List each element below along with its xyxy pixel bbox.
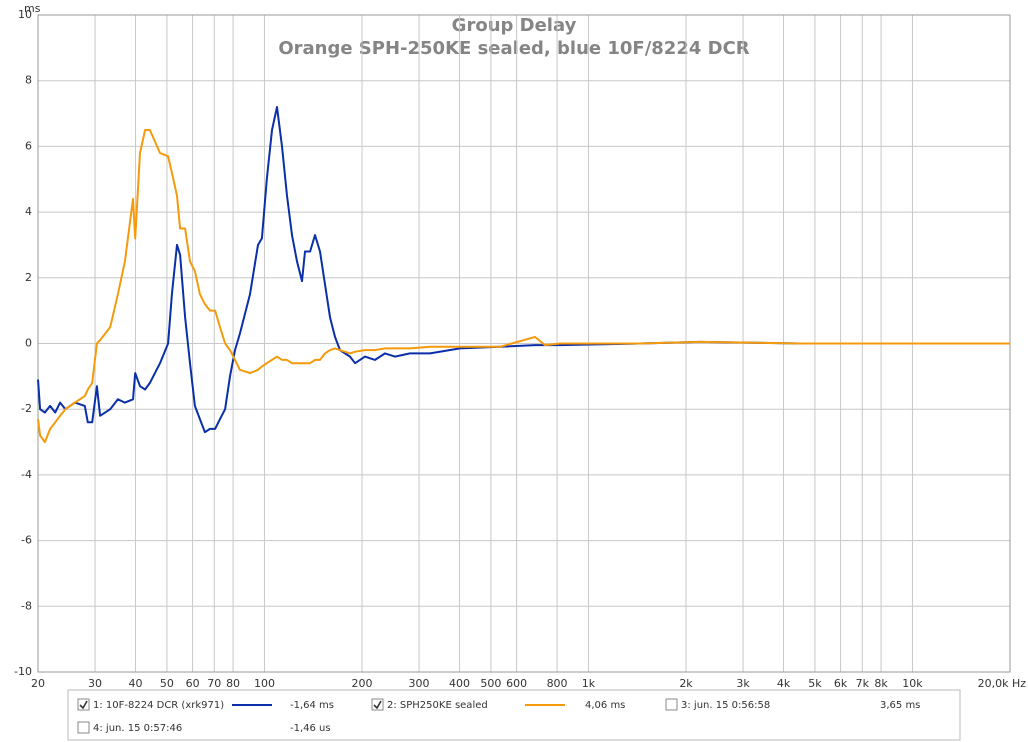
chart-subtitle: Orange SPH-250KE sealed, blue 10F/8224 D… xyxy=(278,38,749,59)
y-tick-label: -8 xyxy=(21,599,32,612)
x-tick-label: 1k xyxy=(582,677,596,690)
x-tick-label: 60 xyxy=(186,677,200,690)
x-tick-label: 7k xyxy=(856,677,870,690)
legend-label: 1: 10F-8224 DCR (xrk971) xyxy=(93,700,224,711)
x-tick-label: 500 xyxy=(480,677,501,690)
chart-title: Group Delay xyxy=(452,15,577,36)
legend-readout: 4,06 ms xyxy=(585,700,625,711)
checkmark xyxy=(373,700,382,710)
y-tick-label: 2 xyxy=(25,271,32,284)
legend-checkbox[interactable] xyxy=(77,698,90,711)
x-tick-label: 4k xyxy=(777,677,791,690)
x-tick-label: 30 xyxy=(88,677,102,690)
x-tick-label: 300 xyxy=(409,677,430,690)
legend-label: 2: SPH250KE sealed xyxy=(387,700,488,711)
legend-checkbox[interactable] xyxy=(371,698,384,711)
x-tick-label: 20 xyxy=(31,677,45,690)
y-tick-label: 4 xyxy=(25,205,32,218)
y-tick-label: 0 xyxy=(25,337,32,350)
legend-readout: 3,65 ms xyxy=(880,700,920,711)
x-tick-label: 40 xyxy=(129,677,143,690)
series-line xyxy=(37,129,1010,444)
legend-readout: -1,46 us xyxy=(290,723,331,734)
x-tick-label: 100 xyxy=(254,677,275,690)
series-line xyxy=(37,106,1010,434)
legend-readout: -1,64 ms xyxy=(290,700,334,711)
y-tick-label: 10 xyxy=(18,8,32,21)
y-tick-label: -6 xyxy=(21,534,32,547)
checkmark xyxy=(79,700,88,710)
y-tick-label: -4 xyxy=(21,468,32,481)
x-tick-label: 5k xyxy=(808,677,822,690)
x-tick-label: 400 xyxy=(449,677,470,690)
x-tick-label: 20,0k Hz xyxy=(978,677,1027,690)
x-tick-label: 50 xyxy=(160,677,174,690)
x-tick-label: 600 xyxy=(506,677,527,690)
x-tick-label: 70 xyxy=(207,677,221,690)
legend-checkbox[interactable] xyxy=(665,698,678,711)
x-tick-label: 200 xyxy=(352,677,373,690)
x-tick-label: 800 xyxy=(547,677,568,690)
x-tick-label: 8k xyxy=(874,677,888,690)
y-tick-label: -2 xyxy=(21,402,32,415)
y-tick-label: 8 xyxy=(25,74,32,87)
legend-label: 3: jun. 15 0:56:58 xyxy=(681,700,770,711)
y-axis-unit: ms xyxy=(24,2,41,15)
y-tick-label: 6 xyxy=(25,139,32,152)
x-tick-label: 3k xyxy=(736,677,750,690)
legend-label: 4: jun. 15 0:57:46 xyxy=(93,723,182,734)
y-tick-label: -10 xyxy=(14,665,32,678)
x-tick-label: 80 xyxy=(226,677,240,690)
x-tick-label: 10k xyxy=(902,677,923,690)
x-tick-label: 2k xyxy=(679,677,693,690)
legend-box xyxy=(67,689,961,741)
legend-checkbox[interactable] xyxy=(77,721,90,734)
x-tick-label: 6k xyxy=(834,677,848,690)
